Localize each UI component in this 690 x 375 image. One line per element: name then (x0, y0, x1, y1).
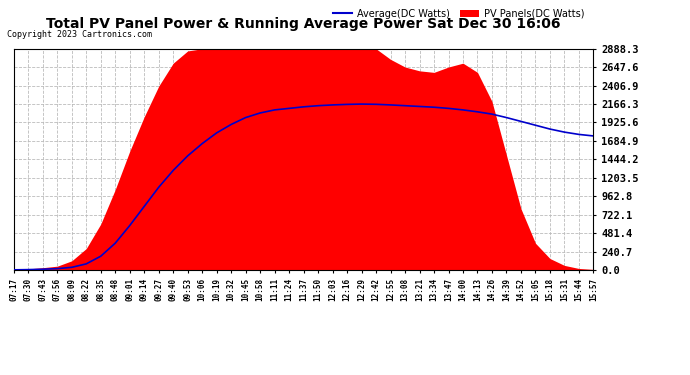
Legend: Average(DC Watts), PV Panels(DC Watts): Average(DC Watts), PV Panels(DC Watts) (329, 5, 589, 23)
Text: Copyright 2023 Cartronics.com: Copyright 2023 Cartronics.com (7, 30, 152, 39)
Text: Total PV Panel Power & Running Average Power Sat Dec 30 16:06: Total PV Panel Power & Running Average P… (46, 17, 561, 31)
